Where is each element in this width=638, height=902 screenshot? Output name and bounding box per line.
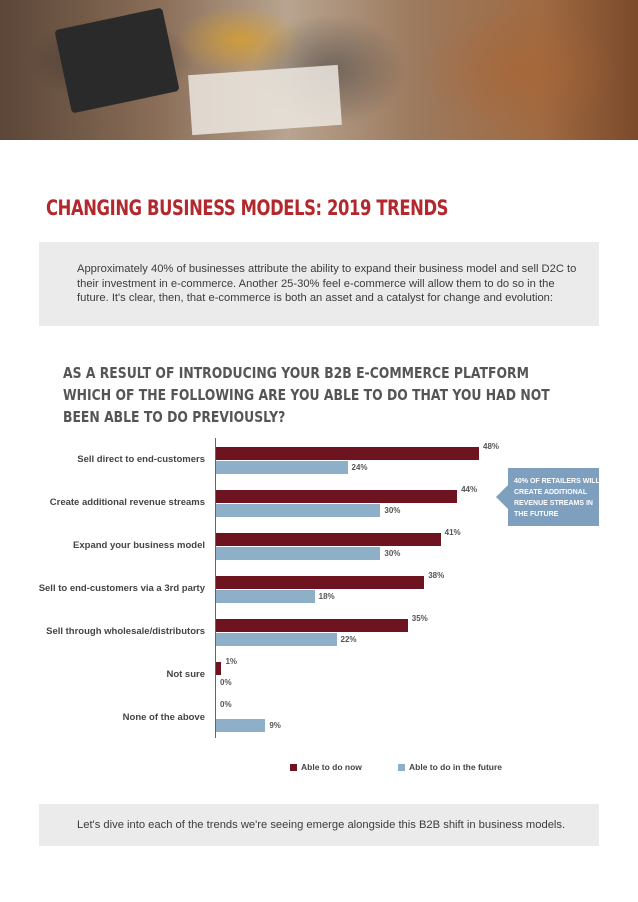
legend-item-now: Able to do now	[290, 762, 362, 772]
legend-label-future: Able to do in the future	[409, 762, 503, 772]
bar-now-sell-to-end-customers-via-a-3rd-party	[216, 576, 425, 589]
bar-future-none-of-the-above	[216, 719, 266, 732]
category-label-create-additional-revenue-streams: Create additional revenue streams	[49, 497, 205, 508]
paper-image	[188, 64, 342, 136]
intro-panel: Approximately 40% of businesses attribut…	[39, 242, 599, 326]
intro-text: Approximately 40% of businesses attribut…	[77, 263, 577, 304]
legend-swatch-now	[290, 763, 297, 771]
bar-future-create-additional-revenue-streams	[216, 504, 381, 517]
laptop-image	[54, 7, 180, 114]
legend-swatch-future	[398, 763, 405, 771]
page-title: CHANGING BUSINESS MODELS: 2019 TRENDS	[46, 196, 449, 220]
bar-future-sell-through-wholesale-distributors	[216, 633, 337, 646]
value-label-future-not-sure: 0%	[220, 678, 232, 687]
category-label-sell-through-wholesale-distributors: Sell through wholesale/distributors	[46, 626, 205, 637]
value-label-now-none-of-the-above: 0%	[220, 700, 232, 709]
value-label-future-sell-to-end-customers-via-a-3rd-party: 18%	[318, 592, 335, 601]
category-label-sell-to-end-customers-via-a-3rd-party: Sell to end-customers via a 3rd party	[38, 583, 205, 594]
bar-now-not-sure	[216, 662, 222, 675]
survey-question: AS A RESULT OF INTRODUCING YOUR B2B E-CO…	[63, 364, 550, 426]
value-label-now-not-sure: 1%	[225, 657, 238, 666]
category-label-not-sure: Not sure	[166, 669, 205, 680]
callout-text: 40% OF RETAILERS WILL CREATE ADDITIONAL …	[514, 478, 600, 518]
bar-future-sell-direct-to-end-customers	[216, 461, 348, 474]
value-label-future-sell-direct-to-end-customers: 24%	[351, 463, 368, 472]
value-label-future-expand-your-business-model: 30%	[384, 549, 401, 558]
y-axis-line	[215, 438, 216, 738]
value-label-future-none-of-the-above: 9%	[269, 721, 281, 730]
callout-arrow	[496, 484, 509, 510]
category-label-none-of-the-above: None of the above	[122, 712, 205, 723]
legend-item-future: Able to do in the future	[398, 762, 502, 772]
category-label-sell-direct-to-end-customers: Sell direct to end-customers	[77, 454, 205, 465]
value-label-now-expand-your-business-model: 41%	[444, 528, 461, 537]
value-label-now-create-additional-revenue-streams: 44%	[461, 485, 478, 494]
outro-text: Let's dive into each of the trends we're…	[77, 819, 566, 831]
value-label-future-sell-through-wholesale-distributors: 22%	[340, 635, 357, 644]
bar-now-sell-through-wholesale-distributors	[216, 619, 408, 632]
bar-now-create-additional-revenue-streams	[216, 490, 458, 503]
bar-now-expand-your-business-model	[216, 533, 441, 546]
bar-future-expand-your-business-model	[216, 547, 381, 560]
hero-photo	[0, 0, 638, 140]
value-label-now-sell-direct-to-end-customers: 48%	[483, 442, 500, 451]
bar-now-sell-direct-to-end-customers	[216, 447, 479, 460]
outro-panel: Let's dive into each of the trends we're…	[39, 804, 599, 846]
value-label-now-sell-through-wholesale-distributors: 35%	[411, 614, 428, 623]
legend-label-now: Able to do now	[301, 762, 362, 772]
bar-future-sell-to-end-customers-via-a-3rd-party	[216, 590, 315, 603]
category-label-expand-your-business-model: Expand your business model	[73, 540, 205, 551]
value-label-future-create-additional-revenue-streams: 30%	[384, 506, 401, 515]
value-label-now-sell-to-end-customers-via-a-3rd-party: 38%	[428, 571, 445, 580]
callout-box: 40% OF RETAILERS WILL CREATE ADDITIONAL …	[508, 468, 600, 526]
